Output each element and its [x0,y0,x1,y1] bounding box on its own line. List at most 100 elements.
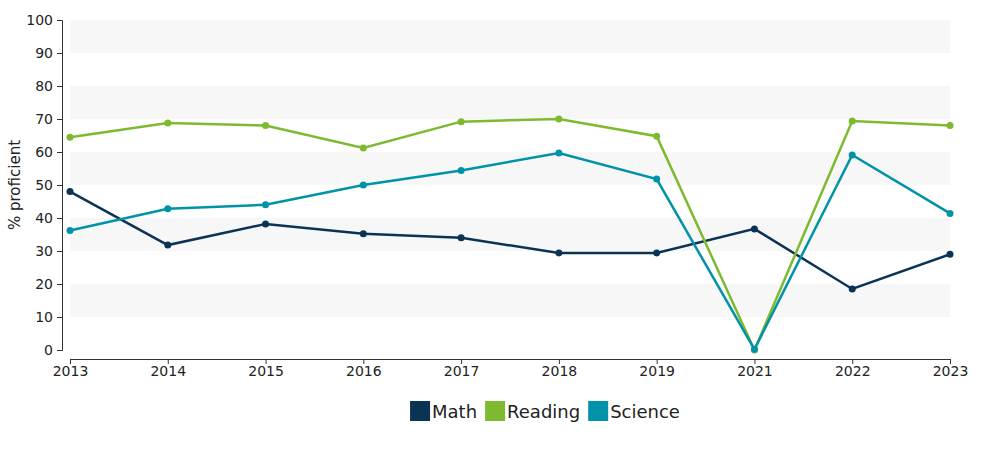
y-tick-mark [57,152,62,153]
x-tick-label: 2019 [639,363,675,379]
y-tick-label: 60 [35,144,53,160]
y-tick-label: 50 [35,177,53,193]
legend-item: Science [588,401,680,422]
y-tick-label: 100 [26,12,53,28]
y-tick-mark [57,185,62,186]
y-tick: 20 [35,276,62,292]
series-marker [458,118,465,125]
series-marker [555,149,562,156]
chart: 0102030405060708090100201320142015201620… [0,0,1000,450]
series-marker [262,201,269,208]
series [67,149,954,352]
y-tick-label: 40 [35,210,53,226]
y-tick-mark [57,251,62,252]
y-tick: 40 [35,210,62,226]
x-tick: 2013 [53,359,89,379]
y-axis-title: % proficient [6,140,24,230]
series-marker [458,234,465,241]
legend-label: Science [610,401,680,422]
x-tick-label: 2018 [542,363,578,379]
series [67,116,954,354]
legend: Math Reading Science [410,401,680,422]
series-marker [360,182,367,189]
y-tick-mark [57,284,62,285]
x-tick-label: 2017 [444,363,480,379]
y-tick: 90 [35,45,62,61]
y-tick-label: 70 [35,111,53,127]
series-marker [653,133,660,140]
x-tick: 2015 [248,359,284,379]
series-marker [164,119,171,126]
y-tick-mark [57,218,62,219]
legend-swatch [410,401,430,421]
series-marker [555,116,562,123]
y-tick: 50 [35,177,62,193]
y-axis-line [57,21,63,351]
grid [70,20,950,317]
series-marker [67,227,74,234]
series-marker [947,122,954,129]
y-tick-label: 80 [35,78,53,94]
x-tick: 2023 [933,359,969,379]
x-tick-label: 2023 [933,363,969,379]
series-marker [555,249,562,256]
series-marker [262,122,269,129]
x-tick: 2017 [444,359,480,379]
y-axis: 0 10 20 30 40 50 60 70 80 90 100 [26,12,62,358]
y-tick-mark [57,119,62,120]
y-tick-mark [57,20,62,21]
legend-label: Math [432,401,477,422]
x-tick: 2018 [542,359,578,379]
y-tick-mark [57,350,62,351]
x-tick-label: 2022 [835,363,871,379]
x-tick: 2021 [737,359,773,379]
series-marker [849,151,856,158]
y-tick-label: 10 [35,309,53,325]
legend-swatch [588,401,608,421]
y-tick: 10 [35,309,62,325]
legend-label: Reading [507,401,580,422]
grid-band [70,284,950,317]
y-tick-label: 0 [44,342,53,358]
series-marker [751,346,758,353]
series-marker [751,347,758,354]
series-marker [67,188,74,195]
series-marker [947,251,954,258]
series-marker [67,134,74,141]
series-marker [751,225,758,232]
y-tick-label: 30 [35,243,53,259]
series-line [70,153,950,349]
y-tick: 80 [35,78,62,94]
grid-band [70,20,950,53]
y-tick: 0 [44,342,62,358]
series-line [70,119,950,350]
series-marker [164,242,171,249]
x-tick: 2014 [150,359,186,379]
x-axis: 2013 2014 2015 2016 2017 2018 2019 2021 2022 2023 [53,359,969,379]
series-marker [849,285,856,292]
series-marker [262,220,269,227]
series-marker [360,230,367,237]
legend-swatch [485,401,505,421]
x-tick-label: 2015 [248,363,284,379]
x-tick: 2022 [835,359,871,379]
y-tick: 30 [35,243,62,259]
y-tick-label: 90 [35,45,53,61]
series-marker [653,249,660,256]
grid-band [70,86,950,119]
series-marker [458,167,465,174]
y-tick: 60 [35,144,62,160]
y-tick: 100 [26,12,62,28]
x-axis-line [71,360,951,365]
x-tick-label: 2014 [150,363,186,379]
series-marker [164,205,171,212]
series-marker [849,117,856,124]
series [67,188,954,292]
y-tick: 70 [35,111,62,127]
x-tick-label: 2016 [346,363,382,379]
y-tick-mark [57,53,62,54]
legend-item: Math [410,401,477,422]
x-tick: 2019 [639,359,675,379]
series-marker [947,210,954,217]
y-tick-mark [57,317,62,318]
